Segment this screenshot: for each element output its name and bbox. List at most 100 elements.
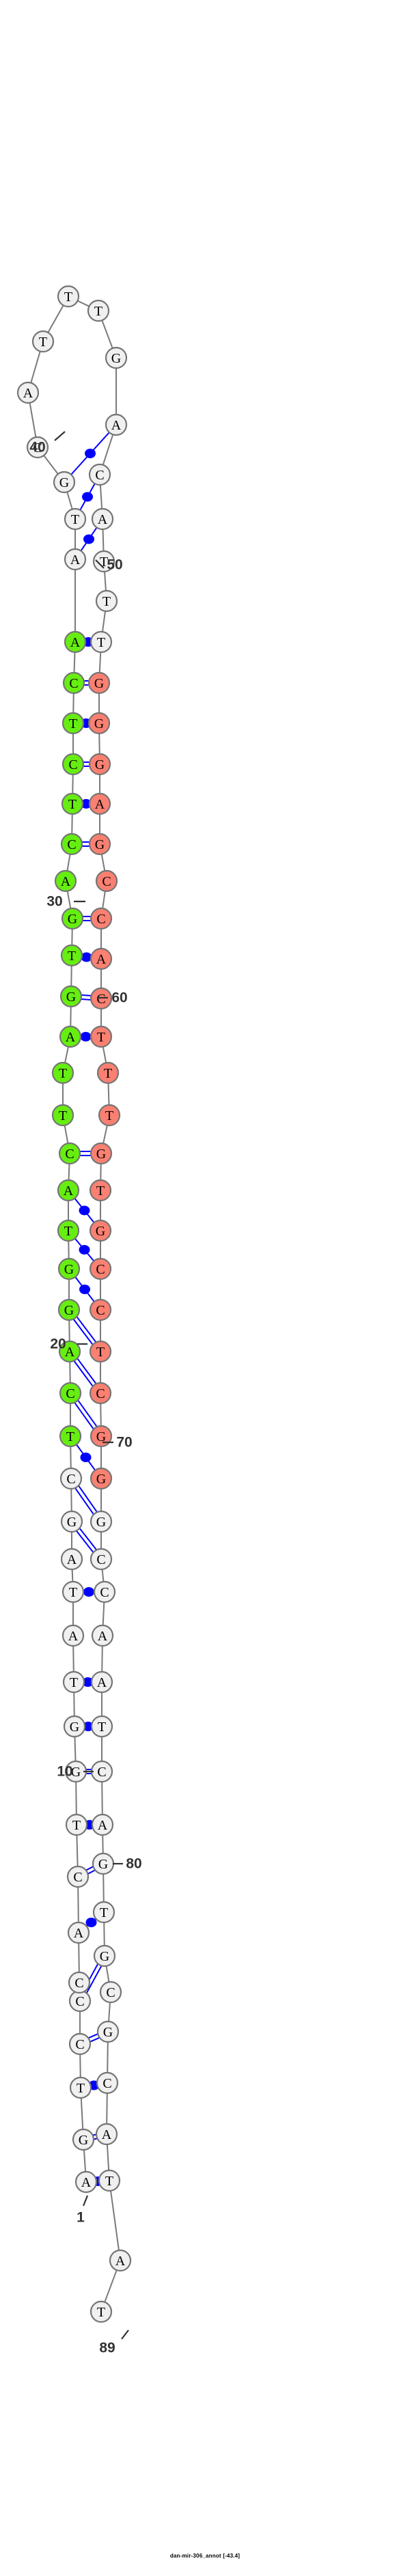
backbone-link — [102, 1046, 107, 1063]
backbone-link — [98, 733, 100, 755]
nucleotide-circle — [95, 589, 118, 613]
nucleotide-base-letter: G — [79, 2133, 88, 2148]
nucleotide-base-letter: G — [111, 351, 121, 366]
nucleotide-base-letter: T — [97, 1030, 105, 1045]
nucleotide-node: G — [89, 1219, 112, 1242]
nucleotide-base-letter: A — [111, 418, 122, 433]
nucleotide-circle — [59, 1467, 83, 1490]
nucleotide-circle — [95, 869, 118, 893]
nucleotide-node: T — [59, 1425, 82, 1448]
nucleotide-base-letter: T — [66, 1429, 74, 1444]
nucleotide-node: C — [68, 1971, 91, 1994]
nucleotide-circle — [90, 947, 113, 970]
nucleotide-base-letter: C — [66, 1472, 75, 1487]
nucleotide-circle — [66, 1865, 90, 1888]
basepair-dot — [80, 1032, 92, 1041]
backbone-link — [47, 305, 64, 333]
nucleotide-base-letter: G — [96, 1429, 106, 1444]
nucleotide-base-letter: C — [96, 1303, 105, 1318]
nucleotide-circle — [87, 299, 110, 322]
basepair-dot — [79, 1245, 90, 1255]
nucleotide-node: T — [62, 1580, 85, 1604]
nucleotide-base-letter: T — [68, 949, 76, 964]
nucleotide-node: A — [105, 413, 128, 436]
nucleotide-node: T — [60, 944, 83, 967]
backbone-link — [79, 2054, 81, 2078]
basepair-strong — [76, 1530, 94, 1553]
position-label: 60 — [111, 990, 127, 1006]
backbone-link — [101, 320, 113, 349]
nucleotide-base-letter: T — [98, 1720, 106, 1735]
nucleotide-base-letter: T — [102, 594, 111, 609]
nucleotide-circle — [51, 1061, 74, 1084]
nucleotide-circle — [88, 753, 111, 776]
basepair-strong — [92, 2133, 96, 2136]
nucleotide-node: T — [57, 285, 80, 308]
nucleotide-base-letter: A — [65, 1345, 75, 1360]
nucleotide-node: C — [62, 671, 85, 695]
nucleotide-node: G — [63, 1715, 86, 1738]
nucleotide-circle — [26, 436, 49, 459]
nucleotide-base-letter: T — [77, 2081, 85, 2096]
nucleotide-circle — [92, 1901, 115, 1924]
nucleotide-base-letter: A — [97, 1675, 107, 1690]
nucleotide-layer: AGTCCCACTGGTATAGCTCAGGTACTTAGTGACTCTCAAT… — [16, 285, 132, 2323]
nucleotide-node: T — [87, 299, 110, 322]
nucleotide-node: G — [57, 1298, 81, 1321]
nucleotide-base-letter: C — [95, 468, 104, 483]
backbone-link — [72, 1645, 74, 1672]
nucleotide-base-letter: C — [97, 1765, 106, 1780]
nucleotide-circle — [89, 1340, 112, 1363]
basepair-dot — [83, 1722, 94, 1731]
nucleotide-base-letter: T — [64, 1224, 72, 1239]
position-label: 40 — [29, 440, 45, 456]
nucleotide-circle — [57, 1179, 80, 1202]
nucleotide-circle — [53, 471, 76, 494]
basepair-strong — [87, 1869, 96, 1875]
nucleotide-circle — [98, 1104, 121, 1127]
nucleotide-circle — [109, 2249, 132, 2272]
backbone-layer — [29, 300, 120, 2303]
backbone-link — [102, 891, 106, 909]
nucleotide-base-letter: A — [68, 1629, 79, 1644]
nucleotide-circle — [90, 1510, 113, 1533]
nucleotide-node: G — [88, 753, 111, 776]
nucleotide-base-letter: C — [68, 757, 77, 772]
nucleotide-circle — [96, 1061, 120, 1084]
basepair-dot — [83, 1587, 94, 1597]
nucleotide-node: C — [90, 1548, 113, 1571]
nucleotide-node: T — [90, 1025, 113, 1048]
nucleotide-node: A — [57, 1179, 80, 1202]
nucleotide-circle — [90, 907, 113, 930]
basepair-dot — [85, 1918, 97, 1927]
nucleotide-node: T — [90, 1715, 113, 1738]
nucleotide-node: A — [64, 548, 87, 571]
nucleotide-base-letter: T — [96, 1184, 105, 1199]
nucleotide-node: A — [59, 1025, 82, 1048]
nucleotide-base-letter: A — [67, 1552, 77, 1567]
nucleotide-circle — [88, 463, 111, 486]
nucleotide-base-letter: G — [64, 1303, 74, 1318]
backbone-link — [77, 1886, 79, 1923]
nucleotide-node: A — [62, 1624, 85, 1647]
nucleotide-circle — [88, 792, 111, 815]
nucleotide-node: C — [59, 1382, 82, 1405]
nucleotide-base-letter: A — [81, 2175, 92, 2190]
backbone-link — [106, 2144, 110, 2171]
backbone-link — [74, 1736, 77, 1762]
nucleotide-base-letter: C — [75, 1994, 84, 2009]
backbone-link — [102, 529, 105, 552]
nucleotide-circle — [58, 1340, 81, 1363]
nucleotide-node: G — [57, 1257, 81, 1280]
nucleotide-circle — [91, 1813, 114, 1836]
nucleotide-base-letter: G — [100, 1949, 109, 1964]
nucleotide-node: C — [62, 753, 85, 776]
nucleotide-base-letter: T — [94, 304, 102, 319]
nucleotide-node: C — [66, 1865, 90, 1888]
nucleotide-circle — [62, 712, 85, 735]
nucleotide-circle — [68, 1971, 91, 1994]
nucleotide-base-letter: T — [100, 1905, 108, 1920]
backbone-link — [70, 1446, 72, 1469]
nucleotide-circle — [89, 1257, 112, 1280]
backbone-link — [104, 571, 107, 591]
